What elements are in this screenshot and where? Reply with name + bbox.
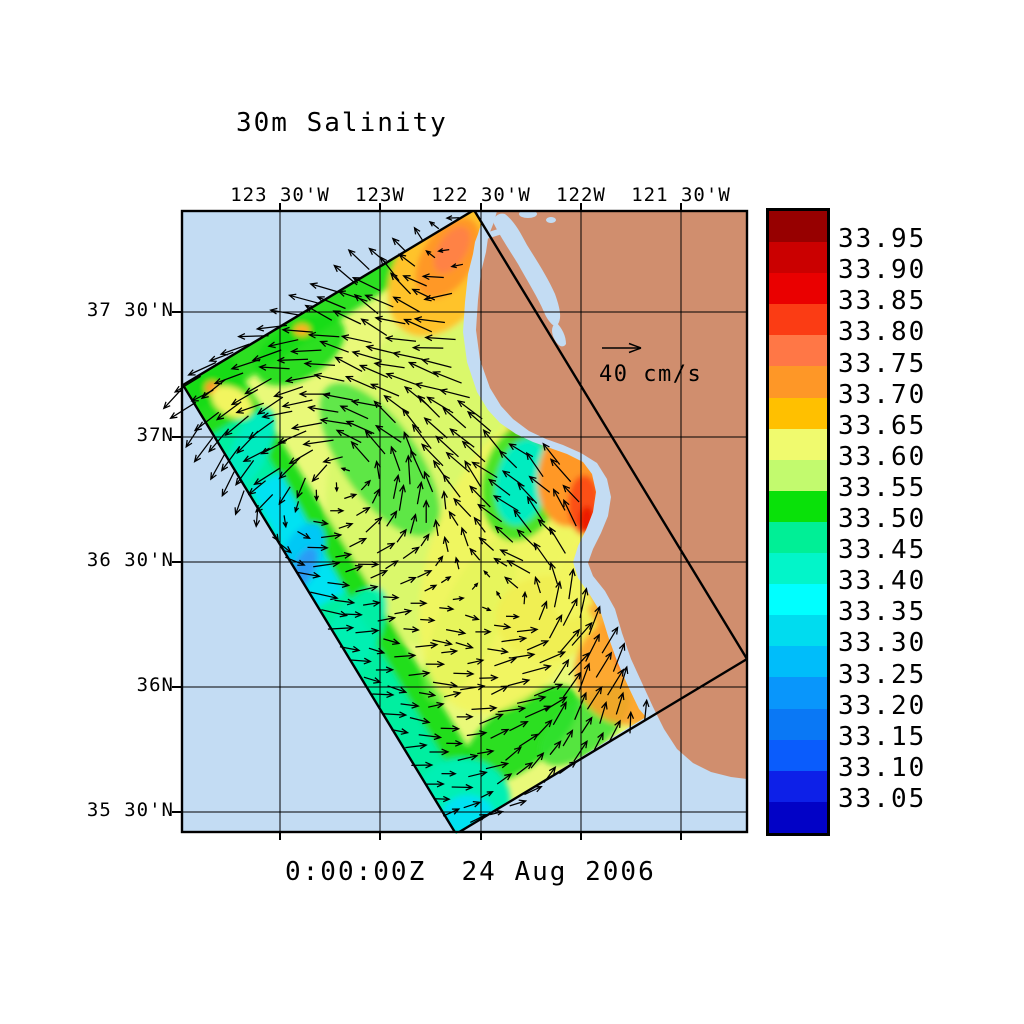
plot-title: 30m Salinity	[236, 108, 448, 138]
y-axis-label: 37N	[136, 424, 174, 446]
x-axis-label: 122W	[556, 184, 606, 206]
colorbar-label: 33.75	[838, 348, 927, 379]
colorbar-band	[769, 615, 827, 647]
colorbar-band	[769, 211, 827, 243]
colorbar-band	[769, 770, 827, 802]
colorbar-band	[769, 801, 827, 833]
y-axis-label: 36N	[136, 674, 174, 696]
colorbar-label: 33.20	[838, 690, 927, 721]
y-axis-label: 36 30'N	[86, 549, 174, 571]
colorbar-label: 33.45	[838, 535, 927, 566]
colorbar	[766, 208, 830, 836]
colorbar-label: 33.35	[838, 597, 927, 628]
colorbar-label: 33.90	[838, 255, 927, 286]
y-axis-label: 35 30'N	[86, 799, 174, 821]
colorbar-band	[769, 584, 827, 616]
colorbar-band	[769, 304, 827, 336]
colorbar-band	[769, 366, 827, 398]
colorbar-label: 33.85	[838, 286, 927, 317]
colorbar-band	[769, 521, 827, 554]
colorbar-band	[769, 242, 827, 274]
colorbar-band	[769, 459, 827, 491]
colorbar-label: 33.55	[838, 472, 927, 503]
y-axis-label: 37 30'N	[86, 299, 174, 321]
velocity-vectors	[162, 215, 650, 823]
colorbar-label: 33.05	[838, 783, 927, 814]
colorbar-label: 33.95	[838, 224, 927, 255]
colorbar-label: 33.50	[838, 504, 927, 534]
colorbar-band	[769, 646, 827, 678]
bay-inlet	[519, 211, 537, 218]
colorbar-label: 33.70	[838, 379, 927, 410]
colorbar-band	[769, 273, 827, 305]
colorbar-label: 33.65	[838, 410, 927, 441]
graticule	[182, 211, 747, 832]
colorbar-label: 33.25	[838, 659, 927, 690]
x-axis-label: 122 30'W	[431, 184, 531, 206]
colorbar-label: 33.30	[838, 628, 927, 659]
x-axis-label: 123W	[355, 184, 405, 206]
colorbar-band	[769, 335, 827, 367]
bay-inlet	[546, 217, 556, 223]
vector-scale-arrow	[602, 342, 642, 354]
colorbar-band	[769, 397, 827, 429]
colorbar-band	[769, 553, 827, 585]
timestamp: 0:00:00Z 24 Aug 2006	[285, 857, 656, 887]
colorbar-label: 33.60	[838, 441, 927, 472]
colorbar-label: 33.10	[838, 752, 927, 783]
colorbar-band	[769, 677, 827, 709]
land-california	[476, 211, 747, 779]
colorbar-band	[769, 428, 827, 460]
south-bay-arm	[552, 322, 566, 347]
plot-frame	[172, 203, 749, 840]
san-francisco-bay	[493, 213, 561, 327]
colorbar-label: 33.80	[838, 317, 927, 348]
x-axis-label: 121 30'W	[631, 184, 731, 206]
colorbar-label: 33.40	[838, 566, 927, 597]
colorbar-band	[769, 739, 827, 771]
colorbar-label: 33.15	[838, 721, 927, 752]
vector-scale-label: 40 cm/s	[599, 362, 703, 387]
x-axis-label: 123 30'W	[230, 184, 330, 206]
colorbar-band	[769, 490, 827, 522]
colorbar-band	[769, 708, 827, 740]
